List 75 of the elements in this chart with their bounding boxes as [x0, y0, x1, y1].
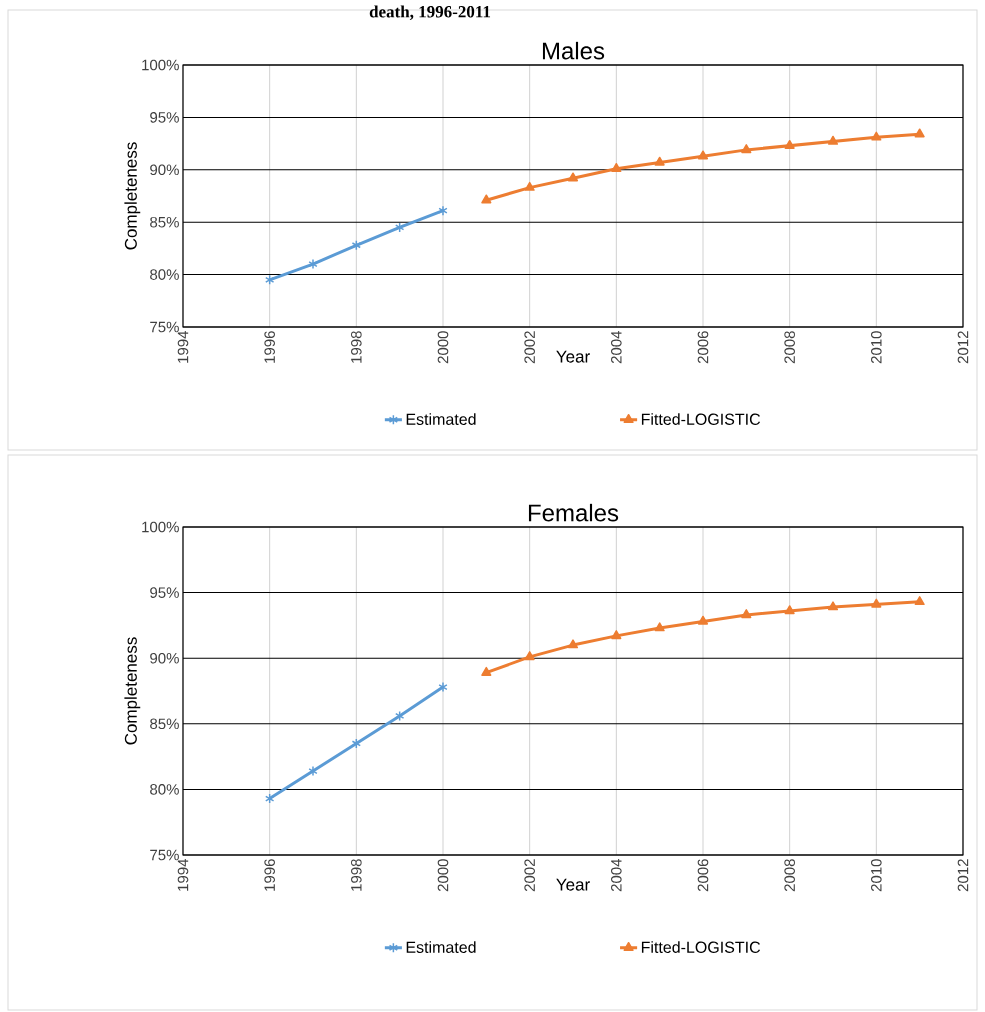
y-tick-label: 75% — [150, 849, 179, 861]
point — [784, 605, 795, 615]
point — [741, 144, 752, 154]
chart-title: Males — [542, 41, 605, 60]
x-tick-label: 2002 — [524, 859, 535, 892]
point — [697, 615, 709, 625]
x-tick-label: 1994 — [177, 858, 189, 891]
point — [611, 630, 622, 640]
x-tick-label: 1998 — [351, 859, 362, 891]
x-tick-label: 1996 — [264, 331, 275, 363]
legend-label: Estimated — [406, 941, 476, 953]
point — [308, 765, 318, 777]
point — [265, 274, 275, 286]
point — [351, 240, 361, 251]
x-axis-title: Year — [556, 350, 590, 363]
point — [914, 596, 925, 606]
y-tick-label: 85% — [150, 216, 179, 228]
x-tick-label: 2000 — [437, 859, 449, 892]
y-axis-title: Completeness — [124, 142, 141, 250]
x-tick-label: 2008 — [784, 331, 795, 364]
x-tick-label: 2006 — [697, 859, 709, 892]
point — [654, 622, 665, 632]
point — [265, 793, 275, 804]
y-tick-label: 95% — [150, 587, 179, 598]
point — [784, 139, 795, 149]
x-tick-label: 1998 — [351, 331, 362, 363]
point — [438, 205, 448, 216]
y-tick-label: 75% — [150, 321, 179, 333]
y-tick-label: 100% — [142, 59, 179, 71]
point — [697, 150, 709, 160]
point — [351, 738, 361, 749]
x-tick-label: 1994 — [177, 330, 189, 363]
x-tick-label: 2004 — [611, 330, 622, 364]
point — [827, 135, 839, 145]
y-tick-label: 100% — [142, 521, 179, 533]
x-tick-label: 2006 — [697, 331, 709, 364]
x-tick-label: 2010 — [871, 331, 882, 364]
point — [567, 172, 579, 182]
legend-label: Fitted-LOGISTIC — [641, 941, 761, 953]
y-tick-label: 80% — [150, 269, 179, 280]
text: death, 1996-2011 — [369, 5, 491, 20]
point — [871, 598, 882, 608]
x-axis-title: Year — [556, 878, 590, 891]
point — [567, 639, 579, 649]
y-tick-label: 90% — [150, 164, 179, 176]
x-tick-label: 2012 — [957, 859, 969, 892]
point — [827, 601, 839, 611]
x-tick-label: 2010 — [871, 859, 882, 892]
legend-label: Estimated — [406, 413, 476, 425]
legend-label: Fitted-LOGISTIC — [641, 413, 761, 425]
y-tick-label: 85% — [150, 718, 179, 730]
x-tick-label: 2002 — [524, 331, 535, 364]
x-tick-label: 1996 — [264, 859, 275, 891]
point — [524, 181, 535, 191]
chart-title: Females — [528, 503, 619, 522]
x-tick-label: 2012 — [957, 331, 969, 364]
point — [481, 194, 492, 204]
point — [524, 651, 535, 661]
point — [741, 609, 752, 619]
x-tick-label: 2004 — [611, 858, 622, 892]
point — [395, 710, 405, 722]
y-tick-label: 80% — [150, 784, 179, 795]
point — [308, 258, 318, 270]
point — [481, 666, 492, 676]
point — [438, 681, 448, 693]
x-tick-label: 2008 — [784, 859, 795, 892]
y-tick-label: 95% — [150, 112, 179, 123]
point — [914, 128, 925, 138]
point — [871, 131, 882, 141]
y-axis-title: Completeness — [124, 637, 141, 745]
y-tick-label: 90% — [150, 652, 179, 664]
point — [395, 222, 405, 233]
point — [611, 163, 622, 172]
x-tick-label: 2000 — [437, 331, 449, 364]
point — [654, 156, 665, 166]
